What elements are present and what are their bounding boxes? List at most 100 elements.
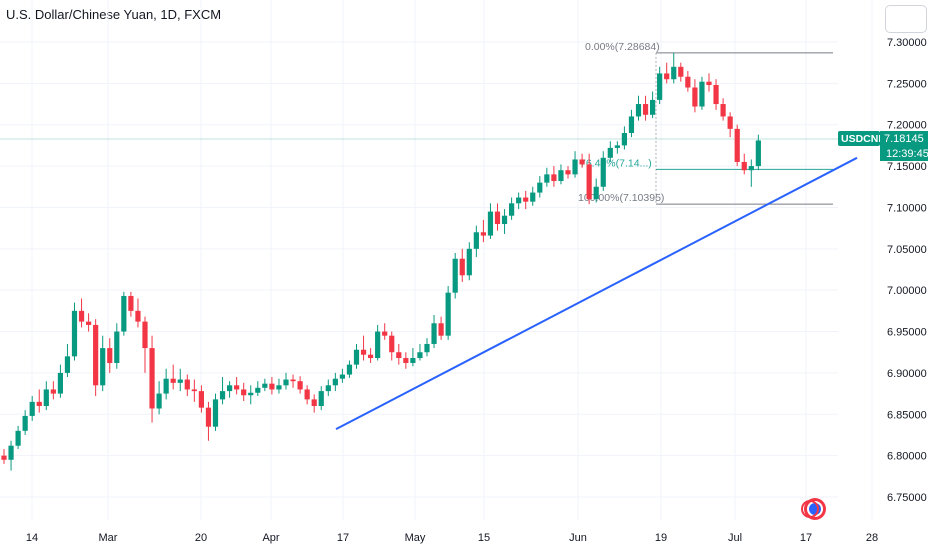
candle[interactable]	[445, 286, 451, 340]
candle[interactable]	[565, 166, 571, 179]
candle[interactable]	[353, 343, 360, 369]
candle[interactable]	[657, 66, 663, 105]
candle[interactable]	[71, 302, 78, 361]
candle[interactable]	[516, 192, 522, 210]
candle[interactable]	[389, 331, 395, 361]
candle[interactable]	[241, 382, 247, 402]
candle[interactable]	[269, 377, 275, 395]
candle[interactable]	[43, 381, 49, 411]
candle[interactable]	[50, 381, 56, 400]
candle[interactable]	[205, 401, 212, 441]
candle[interactable]	[650, 91, 656, 119]
candle[interactable]	[135, 298, 141, 328]
candle[interactable]	[368, 348, 374, 363]
candle[interactable]	[234, 377, 240, 395]
candle[interactable]	[607, 141, 613, 162]
candle[interactable]	[142, 316, 148, 373]
candle[interactable]	[530, 186, 536, 206]
candle[interactable]	[255, 381, 261, 397]
candle[interactable]	[466, 242, 472, 281]
candle[interactable]	[635, 95, 642, 121]
candle[interactable]	[227, 381, 233, 398]
candle[interactable]	[107, 338, 113, 373]
candle[interactable]	[248, 385, 254, 405]
candle[interactable]	[332, 372, 338, 392]
candle[interactable]	[163, 368, 169, 400]
candle[interactable]	[396, 343, 402, 365]
candle[interactable]	[304, 385, 310, 405]
candle[interactable]	[720, 98, 726, 121]
candle[interactable]	[346, 360, 353, 378]
candle[interactable]	[734, 124, 740, 167]
candle[interactable]	[219, 377, 226, 405]
candle[interactable]	[692, 79, 698, 113]
candle[interactable]	[706, 73, 712, 92]
candle[interactable]	[156, 381, 162, 415]
candle[interactable]	[558, 164, 564, 185]
candle[interactable]	[121, 291, 127, 336]
candle[interactable]	[318, 386, 324, 411]
candle[interactable]	[325, 379, 331, 397]
candle[interactable]	[501, 209, 508, 234]
candle[interactable]	[78, 298, 85, 328]
candle[interactable]	[685, 70, 691, 92]
candle[interactable]	[544, 167, 550, 187]
candle[interactable]	[459, 248, 465, 282]
candle[interactable]	[410, 348, 416, 367]
candle[interactable]	[628, 109, 635, 138]
candle[interactable]	[551, 166, 557, 187]
candle[interactable]	[100, 335, 106, 392]
candle[interactable]	[537, 176, 543, 198]
chart-menu-button[interactable]	[885, 5, 927, 33]
candle[interactable]	[262, 378, 268, 392]
candle[interactable]	[15, 425, 21, 450]
candle[interactable]	[614, 141, 620, 154]
candle[interactable]	[8, 440, 14, 471]
candle[interactable]	[473, 225, 479, 258]
candle[interactable]	[29, 396, 35, 421]
candle[interactable]	[642, 95, 649, 121]
candle[interactable]	[678, 62, 684, 82]
candle[interactable]	[93, 319, 99, 397]
candle[interactable]	[311, 394, 317, 413]
candle[interactable]	[727, 112, 733, 138]
candle[interactable]	[57, 364, 63, 398]
candle[interactable]	[1, 449, 7, 464]
candle[interactable]	[360, 335, 367, 361]
candle[interactable]	[290, 374, 296, 388]
candle[interactable]	[403, 352, 409, 369]
candle[interactable]	[431, 315, 437, 349]
candle[interactable]	[191, 379, 197, 402]
candle[interactable]	[36, 389, 42, 413]
candle[interactable]	[741, 153, 747, 175]
trendline[interactable]	[335, 156, 858, 431]
candle[interactable]	[177, 368, 183, 392]
candle[interactable]	[755, 134, 761, 171]
candle[interactable]	[114, 323, 120, 369]
candle[interactable]	[748, 159, 754, 187]
candle[interactable]	[283, 372, 289, 390]
candle[interactable]	[494, 203, 501, 231]
candle[interactable]	[699, 76, 705, 110]
candle[interactable]	[170, 364, 176, 390]
candle[interactable]	[22, 410, 28, 435]
candle[interactable]	[523, 190, 529, 210]
candle[interactable]	[593, 178, 599, 203]
candle[interactable]	[339, 368, 345, 383]
candle[interactable]	[480, 219, 486, 243]
candle[interactable]	[128, 291, 134, 317]
candle[interactable]	[509, 197, 515, 220]
candle[interactable]	[375, 324, 381, 361]
candle[interactable]	[621, 126, 627, 150]
candle[interactable]	[572, 151, 578, 178]
candle[interactable]	[438, 316, 444, 340]
candle[interactable]	[297, 376, 303, 394]
candle[interactable]	[664, 62, 670, 84]
candle[interactable]	[600, 151, 606, 191]
candle[interactable]	[417, 343, 423, 361]
candle[interactable]	[713, 79, 719, 110]
candle[interactable]	[424, 338, 430, 357]
candle[interactable]	[184, 374, 190, 397]
candle[interactable]	[382, 323, 388, 340]
